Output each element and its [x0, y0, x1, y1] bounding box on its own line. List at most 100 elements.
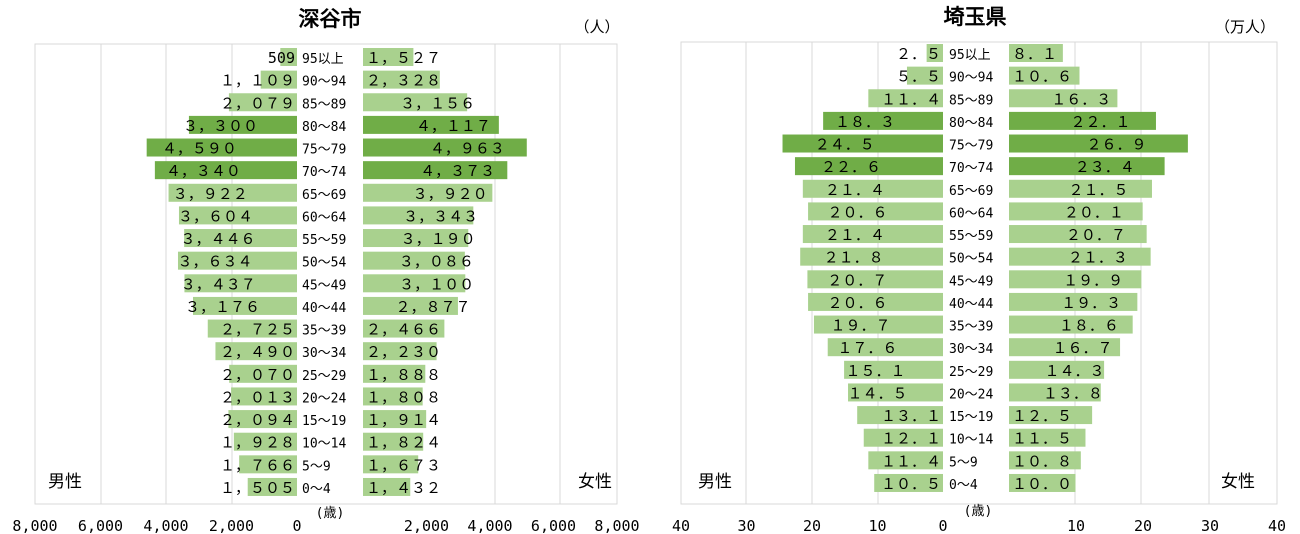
fukaya-age-label-17: 10～14: [302, 437, 346, 452]
saitama-female-value-15: １３．８: [1043, 384, 1103, 402]
saitama-chart-title: 埼玉県: [944, 5, 1007, 29]
saitama-x-tick-label-4: 0: [938, 517, 947, 534]
fukaya-male-value-13: ２，４９０: [220, 343, 295, 361]
fukaya-male-value-5: ４，３４０: [166, 162, 241, 180]
fukaya-male-value-7: ３，６０４: [178, 207, 253, 225]
saitama-male-value-4: ２４．５: [815, 136, 875, 154]
fukaya-age-label-18: 5～9: [302, 459, 331, 474]
fukaya-female-value-12: ２，４６６: [366, 321, 441, 339]
saitama-age-label-1: 90～94: [949, 71, 993, 86]
saitama-age-label-8: 55～59: [949, 229, 993, 244]
saitama-female-value-14: １４．３: [1045, 362, 1105, 380]
fukaya-female-value-15: １，８０８: [366, 388, 441, 406]
saitama-male-value-8: ２１．４: [825, 226, 885, 244]
fukaya-female-value-10: ３，１００: [399, 275, 474, 293]
saitama-age-label-2: 85～89: [949, 93, 993, 108]
saitama-male-value-17: １２．１: [881, 430, 941, 448]
saitama-female-value-5: ２３．４: [1075, 158, 1135, 176]
fukaya-male-value-3: ３，３００: [183, 117, 258, 135]
saitama-female-value-7: ２０．１: [1064, 203, 1124, 221]
saitama-male-value-1: ５．５: [896, 68, 941, 86]
fukaya-female-value-4: ４，９６３: [430, 140, 505, 158]
saitama-age-label-5: 70～74: [949, 161, 993, 176]
saitama-female-value-13: １６．７: [1053, 339, 1113, 357]
fukaya-female-value-3: ４，１１７: [416, 117, 491, 135]
saitama-age-label-19: 0～4: [949, 478, 978, 493]
fukaya-male-value-18: １，７６６: [220, 456, 295, 474]
fukaya-male-value-15: ２，０１３: [220, 388, 295, 406]
saitama-female-value-17: １１．５: [1012, 430, 1072, 448]
saitama-male-value-13: １７．６: [837, 339, 897, 357]
fukaya-male-value-0: 509: [268, 49, 295, 67]
saitama-age-label-0: 95以上: [949, 48, 991, 63]
fukaya-female-value-7: ３，３４３: [403, 207, 478, 225]
saitama-female-value-18: １０．８: [1012, 452, 1072, 470]
saitama-female-value-10: １９．９: [1063, 271, 1123, 289]
fukaya-x-tick-label-0: 8,000: [12, 517, 57, 534]
fukaya-age-label-0: 95以上: [302, 52, 344, 67]
fukaya-female-value-11: ２，８７７: [395, 298, 470, 316]
fukaya-x-tick-label-4: 0: [292, 517, 301, 534]
fukaya-chart-title: 深谷市: [299, 7, 362, 31]
fukaya-age-label-7: 60～64: [302, 210, 346, 225]
fukaya-age-label-13: 30～34: [302, 346, 346, 361]
fukaya-female-value-14: １，８８８: [366, 366, 441, 384]
saitama-age-label-6: 65～69: [949, 184, 993, 199]
saitama-age-label-17: 10～14: [949, 433, 993, 448]
fukaya-male-value-17: １，９２８: [220, 434, 295, 452]
fukaya-male-label: 男性: [48, 472, 82, 492]
fukaya-age-axis-label: (歳): [316, 506, 345, 521]
saitama-female-value-11: １９．３: [1061, 294, 1121, 312]
fukaya-age-label-3: 80～84: [302, 120, 346, 135]
fukaya-age-label-5: 70～74: [302, 165, 346, 180]
fukaya-age-label-14: 25～29: [302, 369, 346, 384]
saitama-age-label-7: 60～64: [949, 206, 993, 221]
fukaya-age-label-6: 65～69: [302, 188, 346, 203]
saitama-x-tick-label-1: 30: [737, 517, 755, 534]
saitama-male-value-6: ２１．４: [825, 181, 885, 199]
fukaya-male-value-14: ２，０７０: [220, 366, 295, 384]
fukaya-male-value-6: ３，９２２: [173, 185, 248, 203]
saitama-female-value-4: ２６．９: [1086, 136, 1146, 154]
fukaya-age-label-1: 90～94: [302, 75, 346, 90]
saitama-age-label-18: 5～9: [949, 455, 978, 470]
fukaya-unit-label: （人）: [574, 18, 619, 36]
saitama-female-label: 女性: [1221, 472, 1255, 492]
saitama-age-label-14: 25～29: [949, 365, 993, 380]
fukaya-age-label-11: 40～44: [302, 301, 346, 316]
saitama-female-value-19: １０．０: [1012, 475, 1072, 493]
saitama-male-value-10: ２０．７: [827, 271, 887, 289]
saitama-age-label-15: 20～24: [949, 387, 993, 402]
fukaya-female-value-1: ２，３２８: [366, 72, 441, 90]
fukaya-male-value-11: ３，１７６: [185, 298, 260, 316]
fukaya-age-label-2: 85～89: [302, 97, 346, 112]
fukaya-age-label-19: 0～4: [302, 482, 331, 497]
saitama-female-value-12: １８．６: [1059, 317, 1119, 335]
saitama-male-label: 男性: [698, 472, 732, 492]
fukaya-male-value-2: ２，０７９: [220, 94, 295, 112]
fukaya-female-value-6: ３，９２０: [413, 185, 488, 203]
fukaya-age-label-8: 55～59: [302, 233, 346, 248]
fukaya-male-value-8: ３，４４６: [181, 230, 256, 248]
fukaya-age-label-12: 35～39: [302, 324, 346, 339]
saitama-male-value-16: １３．１: [881, 407, 941, 425]
saitama-x-tick-label-5: 10: [1067, 517, 1085, 534]
fukaya-age-label-4: 75～79: [302, 143, 346, 158]
saitama-male-value-18: １１．４: [881, 452, 941, 470]
saitama-x-tick-label-6: 20: [1134, 517, 1152, 534]
saitama-male-value-11: ２０．６: [828, 294, 888, 312]
fukaya-female-value-18: １，６７３: [366, 456, 441, 474]
saitama-male-value-9: ２１．８: [824, 249, 884, 267]
saitama-age-label-3: 80～84: [949, 116, 993, 131]
saitama-female-value-0: ８．１: [1012, 45, 1057, 63]
saitama-male-value-5: ２２．６: [821, 158, 881, 176]
fukaya-female-value-17: １，８２４: [366, 434, 441, 452]
saitama-age-label-12: 35～39: [949, 320, 993, 335]
fukaya-male-value-12: ２，７２５: [220, 321, 295, 339]
saitama-x-tick-label-3: 10: [868, 517, 886, 534]
fukaya-female-value-8: ３，１９０: [401, 230, 476, 248]
saitama-age-axis-label: (歳): [964, 504, 993, 519]
saitama-male-value-2: １１．４: [881, 90, 941, 108]
